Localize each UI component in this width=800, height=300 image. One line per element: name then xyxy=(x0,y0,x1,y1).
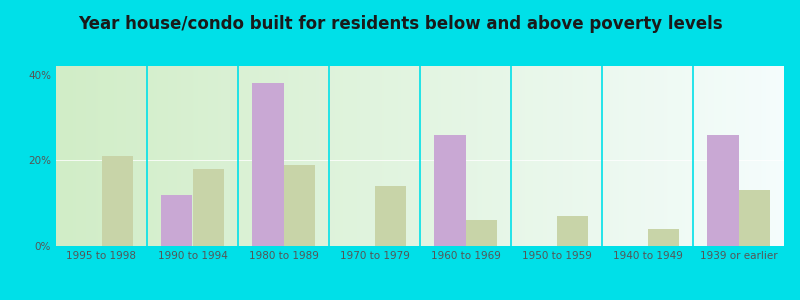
Bar xyxy=(374,186,406,246)
Bar xyxy=(738,190,770,246)
Bar xyxy=(102,156,134,246)
Bar xyxy=(647,229,679,246)
Bar xyxy=(557,216,588,246)
Bar xyxy=(706,135,738,246)
Bar xyxy=(466,220,498,246)
Text: Year house/condo built for residents below and above poverty levels: Year house/condo built for residents bel… xyxy=(78,15,722,33)
Bar xyxy=(283,165,315,246)
Bar xyxy=(252,83,283,246)
Bar xyxy=(161,195,193,246)
Bar xyxy=(434,135,466,246)
Bar xyxy=(193,169,224,246)
